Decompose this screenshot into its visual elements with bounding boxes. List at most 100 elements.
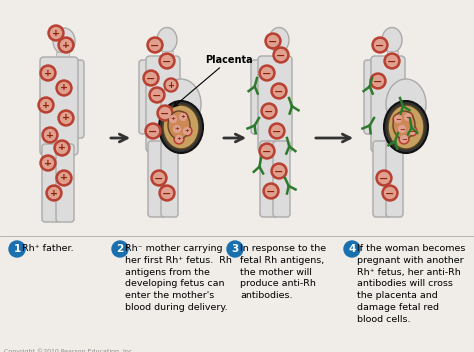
Circle shape [273,165,284,176]
Text: +: + [174,126,180,132]
Circle shape [183,127,191,134]
Text: −: − [395,117,401,122]
Circle shape [54,140,70,156]
Text: +: + [44,69,52,77]
Circle shape [262,68,273,78]
Text: In response to the
fetal Rh antigens,
the mother will
produce anti-Rh
antibodies: In response to the fetal Rh antigens, th… [240,244,326,300]
FancyBboxPatch shape [373,141,390,217]
Circle shape [399,134,409,144]
Circle shape [182,126,192,136]
Text: −: − [379,174,389,183]
Circle shape [178,112,188,122]
Text: +: + [60,174,68,182]
Circle shape [259,143,275,159]
Text: If the woman becomes
pregnant with another
Rh⁺ fetus, her anti-Rh
antibodies wil: If the woman becomes pregnant with anoth… [357,244,465,324]
Text: −: − [385,189,395,199]
Circle shape [387,56,397,67]
Ellipse shape [159,101,203,153]
Circle shape [61,113,72,124]
Circle shape [56,170,72,186]
Circle shape [394,115,401,122]
Text: +: + [42,101,50,109]
Circle shape [41,100,52,111]
Text: Rh⁺ father.: Rh⁺ father. [22,244,73,253]
Circle shape [265,33,281,49]
Ellipse shape [384,101,428,153]
Ellipse shape [382,27,402,52]
Text: +: + [184,128,190,133]
Circle shape [372,37,388,53]
Text: +: + [181,114,185,119]
FancyBboxPatch shape [42,144,60,222]
Text: +: + [58,144,66,152]
Ellipse shape [157,27,177,52]
Circle shape [38,97,54,113]
Circle shape [374,39,385,50]
Circle shape [61,39,72,50]
Circle shape [59,172,69,183]
Circle shape [175,136,182,143]
Circle shape [48,25,64,41]
Circle shape [43,158,54,169]
Circle shape [170,115,176,122]
Text: 3: 3 [231,244,238,254]
Text: +: + [60,83,68,93]
Circle shape [376,170,392,186]
Text: −: − [268,37,278,46]
Text: +: + [50,189,58,197]
Circle shape [262,146,273,156]
Text: Rh⁻ mother carrying
her first Rh⁺ fetus.  Rh
antigens from the
developing fetus : Rh⁻ mother carrying her first Rh⁺ fetus.… [125,244,232,312]
FancyBboxPatch shape [162,51,173,62]
Circle shape [173,126,181,132]
Circle shape [405,114,411,120]
Text: −: − [162,189,172,199]
Circle shape [9,241,25,257]
Circle shape [261,103,277,119]
Text: −: − [155,174,164,183]
Circle shape [168,114,178,124]
Circle shape [56,143,67,153]
Circle shape [384,53,400,69]
Text: −: − [276,50,286,61]
Circle shape [150,39,160,50]
Circle shape [51,27,62,38]
Circle shape [159,185,175,201]
Circle shape [401,136,407,143]
Circle shape [58,37,74,53]
Text: −: − [274,87,283,96]
FancyBboxPatch shape [69,60,84,138]
FancyBboxPatch shape [274,51,285,62]
Circle shape [149,87,165,103]
FancyBboxPatch shape [146,56,180,152]
Ellipse shape [163,105,199,149]
Text: −: − [274,166,283,176]
FancyBboxPatch shape [258,56,292,152]
Text: −: − [148,126,158,137]
Text: −: − [272,126,282,137]
Text: −: − [264,107,273,117]
FancyBboxPatch shape [161,141,178,217]
FancyBboxPatch shape [251,60,265,134]
FancyBboxPatch shape [387,51,398,62]
Circle shape [407,126,417,136]
Circle shape [45,130,55,140]
Ellipse shape [388,105,424,149]
Circle shape [160,108,171,118]
FancyBboxPatch shape [364,60,378,134]
Text: +: + [176,137,182,142]
Text: −: − [150,40,160,50]
Text: Placenta: Placenta [174,55,253,106]
FancyBboxPatch shape [260,141,277,217]
FancyBboxPatch shape [148,141,165,217]
Text: −: − [409,128,415,134]
Text: −: − [262,69,272,78]
Text: +: + [44,158,52,168]
Circle shape [154,172,164,183]
Text: 4: 4 [348,244,356,254]
Circle shape [58,110,74,126]
Circle shape [48,188,59,199]
Text: +: + [62,113,70,122]
Circle shape [146,73,156,83]
Circle shape [264,106,274,117]
Circle shape [162,188,173,199]
